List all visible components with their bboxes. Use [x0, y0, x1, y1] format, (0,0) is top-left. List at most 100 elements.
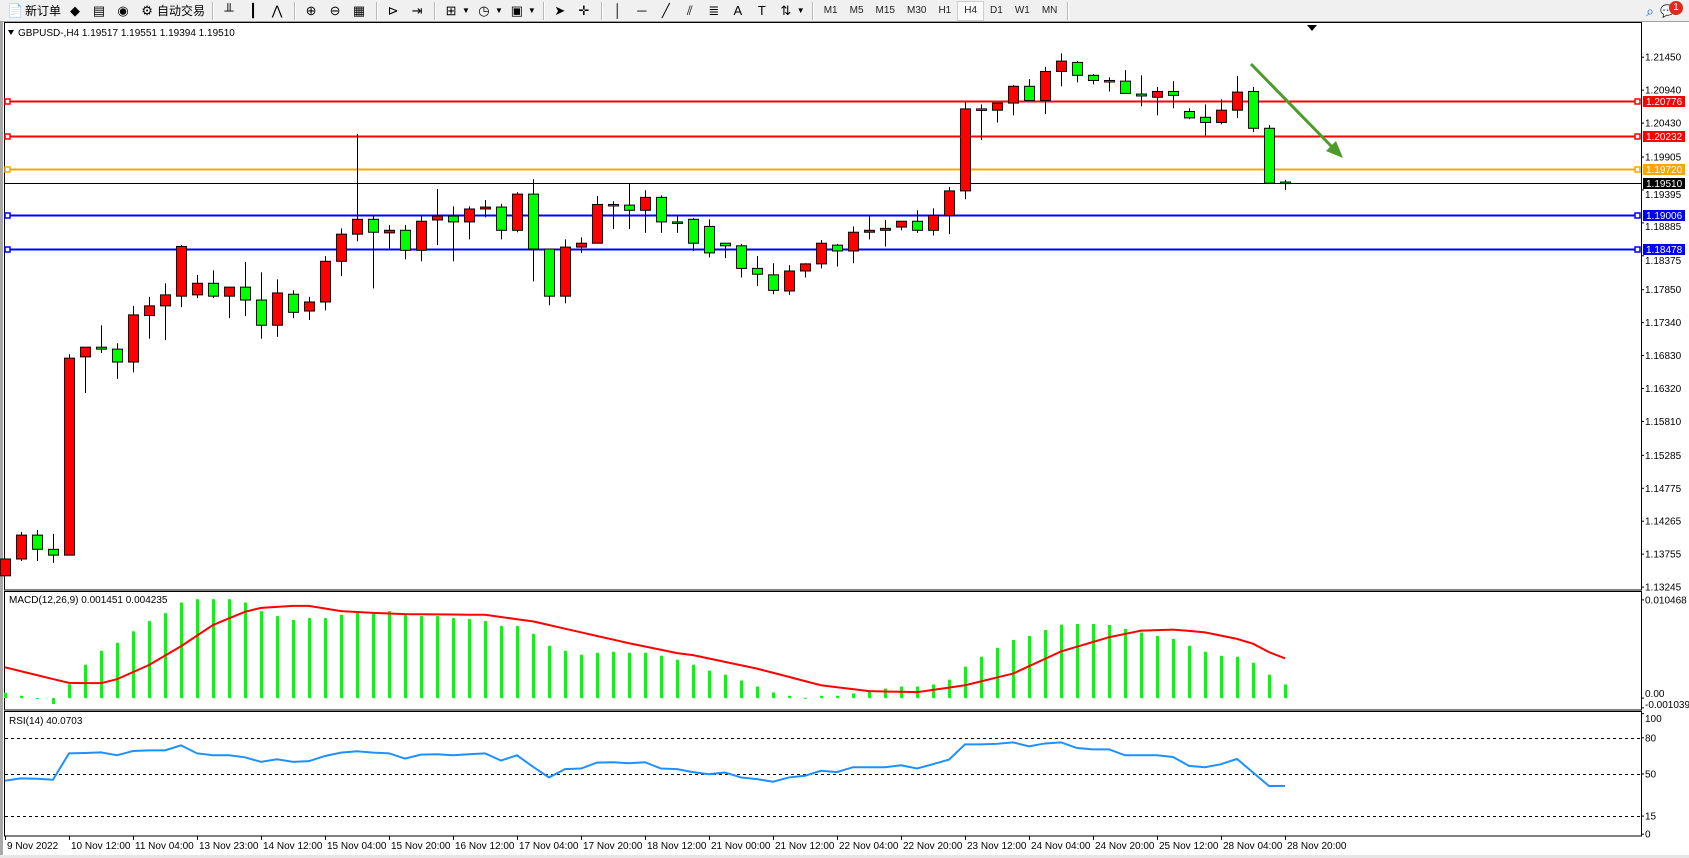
new-order-button[interactable]: 📄 新订单	[4, 1, 64, 21]
equidistant-channel-button[interactable]: ⫽	[679, 1, 703, 21]
candle[interactable]	[800, 263, 811, 278]
candle[interactable]	[208, 270, 219, 299]
candle[interactable]	[48, 533, 59, 563]
candle[interactable]	[448, 206, 459, 262]
chevron-down-icon[interactable]: ▼	[796, 6, 805, 15]
candle[interactable]	[1120, 70, 1131, 94]
candlestick-button[interactable]: ┃	[242, 1, 266, 21]
candle[interactable]	[96, 325, 107, 353]
candle[interactable]	[624, 183, 635, 230]
level-anchor-left[interactable]	[4, 212, 11, 219]
candle[interactable]	[1072, 61, 1083, 83]
level-anchor-right[interactable]	[1634, 212, 1641, 219]
candle[interactable]	[512, 192, 523, 233]
text-button[interactable]: A	[727, 1, 751, 21]
candle[interactable]	[880, 219, 891, 247]
candle[interactable]	[288, 290, 299, 319]
candle[interactable]	[784, 265, 795, 295]
candle[interactable]	[256, 272, 267, 339]
chart-window[interactable]: 1.21450 1.20940 1.20430 1.19905 1.19395 1.188…	[0, 22, 1689, 858]
candle[interactable]	[1264, 125, 1275, 184]
candle[interactable]	[656, 195, 667, 233]
candle[interactable]	[528, 179, 539, 282]
candle[interactable]	[992, 102, 1003, 123]
timeframe-mn[interactable]: MN	[1041, 4, 1058, 16]
chart-menu-triangle-icon[interactable]	[8, 30, 14, 35]
level-anchor-right[interactable]	[1634, 133, 1641, 140]
candle[interactable]	[768, 263, 779, 295]
market-watch-button[interactable]: ◆	[64, 1, 88, 21]
candle[interactable]	[944, 187, 955, 235]
cursor-button[interactable]: ➤	[549, 1, 573, 21]
zoom-in-button[interactable]: ⊕	[300, 1, 324, 21]
candle[interactable]	[1008, 84, 1019, 116]
candle[interactable]	[832, 243, 843, 267]
level-anchor-left[interactable]	[4, 246, 11, 253]
timeframe-h4[interactable]: H4	[957, 0, 985, 21]
arrows-button[interactable]: ⇅ ▼	[775, 1, 808, 21]
candle[interactable]	[80, 346, 91, 394]
chevron-down-icon[interactable]: ▼	[462, 6, 470, 15]
candle[interactable]	[752, 256, 763, 286]
fibonacci-button[interactable]: ≣	[703, 1, 727, 21]
zoom-out-button[interactable]: ⊖	[324, 1, 348, 21]
horizontal-line-button[interactable]: ─	[631, 1, 655, 21]
candle[interactable]	[928, 208, 939, 236]
candle[interactable]	[352, 134, 363, 242]
indicators-button[interactable]: ⊞ ▼	[440, 1, 473, 21]
candle[interactable]	[848, 226, 859, 264]
level-anchor-right[interactable]	[1634, 166, 1641, 173]
trendline-button[interactable]: ╱	[655, 1, 679, 21]
timeframe-w1[interactable]: W1	[1014, 4, 1030, 16]
periods-button[interactable]: ◷ ▼	[473, 1, 506, 21]
candle[interactable]	[608, 201, 619, 230]
candle[interactable]	[464, 206, 475, 240]
data-window-button[interactable]: ▤	[88, 1, 112, 21]
candle[interactable]	[1200, 104, 1211, 136]
candle[interactable]	[1104, 77, 1115, 92]
candle[interactable]	[432, 188, 443, 246]
text-label-button[interactable]: T	[751, 1, 775, 21]
candle[interactable]	[480, 199, 491, 218]
candle[interactable]	[1232, 75, 1243, 118]
candle[interactable]	[736, 243, 747, 278]
candle[interactable]	[816, 239, 827, 269]
level-anchor-right[interactable]	[1634, 246, 1641, 253]
bar-chart-button[interactable]: ╨	[218, 1, 242, 21]
candle[interactable]	[0, 558, 11, 577]
timeframe-h1[interactable]: H1	[938, 4, 952, 16]
notifications-icon[interactable]: 💬 1	[1657, 1, 1685, 21]
auto-trading-button[interactable]: ⚙ 自动交易	[136, 1, 208, 21]
candle[interactable]	[592, 196, 603, 244]
templates-button[interactable]: ▣ ▼	[506, 1, 539, 21]
candle[interactable]	[112, 343, 123, 379]
candle[interactable]	[32, 529, 43, 561]
candle[interactable]	[1168, 81, 1179, 109]
candle[interactable]	[384, 225, 395, 249]
chart-shift-marker[interactable]	[1307, 25, 1317, 31]
candle[interactable]	[1248, 86, 1259, 133]
candle[interactable]	[304, 296, 315, 321]
timeframe-m5[interactable]: M5	[849, 4, 864, 16]
candle[interactable]	[320, 256, 331, 311]
candle[interactable]	[416, 216, 427, 262]
chart-shift-button[interactable]: ⊳	[382, 1, 406, 21]
candle[interactable]	[368, 216, 379, 289]
candle[interactable]	[176, 245, 187, 308]
candle[interactable]	[400, 225, 411, 260]
tile-windows-button[interactable]: ▦	[348, 1, 372, 21]
candle[interactable]	[1280, 179, 1291, 191]
candle[interactable]	[1184, 108, 1195, 120]
candle[interactable]	[960, 102, 971, 200]
auto-scroll-button[interactable]: ⇥	[406, 1, 430, 21]
candle[interactable]	[1216, 99, 1227, 125]
candle[interactable]	[688, 218, 699, 251]
candle[interactable]	[128, 305, 139, 373]
candle[interactable]	[160, 283, 171, 341]
timeframe-m15[interactable]: M15	[875, 4, 895, 16]
candle[interactable]	[1088, 74, 1099, 85]
vertical-line-button[interactable]: │	[607, 1, 631, 21]
level-anchor-left[interactable]	[4, 98, 11, 105]
candle[interactable]	[576, 237, 587, 253]
candle[interactable]	[272, 279, 283, 337]
